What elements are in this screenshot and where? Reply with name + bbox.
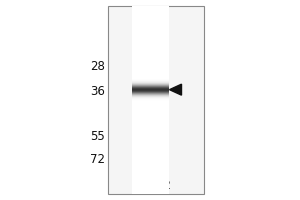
Text: 72: 72 bbox=[90, 153, 105, 166]
Text: 55: 55 bbox=[90, 130, 105, 143]
Bar bbox=[132, 6, 168, 194]
Text: 36: 36 bbox=[90, 85, 105, 98]
Polygon shape bbox=[169, 84, 181, 95]
Bar bbox=[108, 6, 204, 194]
Text: K562: K562 bbox=[140, 179, 172, 192]
Text: 28: 28 bbox=[90, 60, 105, 73]
